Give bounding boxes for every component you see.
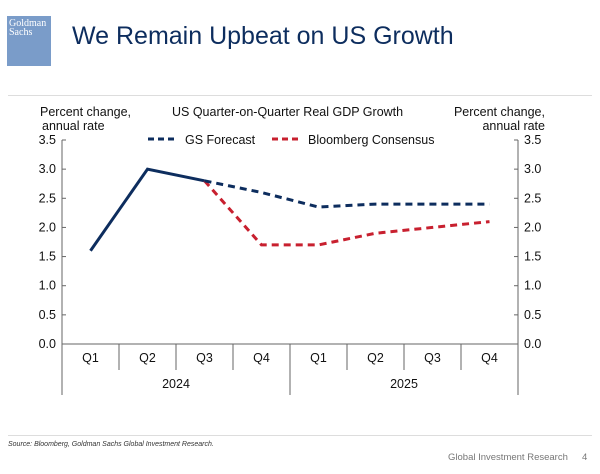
series-line-gs-forecast: [204, 179, 490, 209]
year-label: 2024: [162, 377, 190, 391]
right-tick-label: 2.0: [524, 220, 541, 234]
page-number: 4: [582, 452, 588, 463]
right-tick-label: 0.0: [524, 337, 541, 351]
goldman-sachs-logo: Goldman Sachs: [7, 16, 51, 66]
category-label: Q4: [481, 351, 498, 365]
left-axis-label-1: Percent change,: [40, 105, 131, 119]
category-label: Q2: [139, 351, 156, 365]
divider: [8, 95, 592, 96]
category-label: Q3: [424, 351, 441, 365]
legend-bloomberg-label: Bloomberg Consensus: [308, 133, 434, 147]
year-label: 2025: [390, 377, 418, 391]
footer-org: Global Investment Research: [448, 452, 568, 463]
category-label: Q3: [196, 351, 213, 365]
footer-divider: [8, 435, 592, 436]
left-tick-label: 1.0: [39, 279, 56, 293]
legend: GS Forecast Bloomberg Consensus: [148, 133, 434, 147]
left-tick-label: 0.0: [39, 337, 56, 351]
left-tick-label: 2.5: [39, 191, 56, 205]
left-tick-label: 3.5: [39, 133, 56, 147]
right-tick-label: 3.5: [524, 133, 541, 147]
left-tick-label: 0.5: [39, 308, 56, 322]
right-tick-label: 1.0: [524, 279, 541, 293]
left-tick-label: 3.0: [39, 162, 56, 176]
series-line-bloomberg-consensus: [203, 179, 490, 247]
category-label: Q2: [367, 351, 384, 365]
right-tick-label: 2.5: [524, 191, 541, 205]
right-tick-label: 1.5: [524, 250, 541, 264]
chart-title: US Quarter-on-Quarter Real GDP Growth: [172, 105, 403, 119]
legend-gs-label: GS Forecast: [185, 133, 256, 147]
left-axis-label-2: annual rate: [42, 119, 105, 133]
gdp-chart: Percent change, annual rate Percent chan…: [39, 105, 545, 395]
left-tick-label: 1.5: [39, 250, 56, 264]
right-tick-label: 0.5: [524, 308, 541, 322]
category-label: Q1: [82, 351, 99, 365]
source-note: Source: Bloomberg, Goldman Sachs Global …: [8, 441, 214, 448]
category-label: Q1: [310, 351, 327, 365]
series-line-actual: [89, 167, 205, 252]
right-axis-label-1: Percent change,: [454, 105, 545, 119]
right-axis-label-2: annual rate: [482, 119, 545, 133]
page-title: We Remain Upbeat on US Growth: [72, 22, 454, 50]
category-label: Q4: [253, 351, 270, 365]
right-tick-label: 3.0: [524, 162, 541, 176]
left-tick-label: 2.0: [39, 220, 56, 234]
